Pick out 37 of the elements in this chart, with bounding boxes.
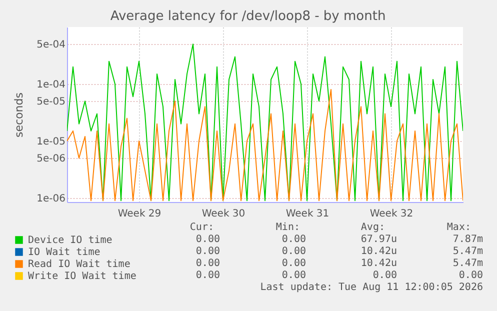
text: 7.87m (452, 234, 483, 245)
text: 5.47m (452, 258, 483, 269)
text: 10.42u (360, 258, 397, 269)
text: 0.00 (282, 246, 306, 257)
x-tick-label: Week 30 (202, 208, 246, 220)
text: Cur: (190, 222, 214, 233)
text: 0.00 (282, 258, 306, 269)
text: Avg: (360, 222, 385, 233)
y-tick-label: 5e-04 (36, 40, 66, 51)
y-tick-label: 5e-05 (36, 96, 66, 108)
text: 0.00 (196, 246, 220, 257)
text: 10.42u (360, 246, 397, 257)
text: Max: (446, 222, 471, 233)
legend-label: IO Wait time (28, 247, 100, 258)
x-tick-label: Week 31 (286, 208, 330, 220)
text: 5.47m (452, 246, 483, 257)
x-tick-label: Week 32 (370, 208, 414, 220)
legend-label: Device IO time (28, 235, 112, 246)
text: 0.00 (196, 234, 220, 245)
text: 0.00 (282, 270, 306, 281)
text: 0.00 (196, 270, 220, 281)
legend-label: Read IO Wait time (28, 259, 130, 270)
text: Min: (276, 222, 300, 233)
text: Last update: Tue Aug 11 12:00:05 2026 (260, 282, 483, 293)
text: 0.00 (458, 270, 483, 281)
legend-label: Write IO Wait time (28, 271, 136, 282)
text: 0.00 (196, 258, 220, 269)
y-tick-label: 1e-06 (36, 193, 66, 204)
y-tick-label: 1e-04 (36, 79, 66, 90)
chart-title: Average latency for /dev/loop8 - by month (110, 9, 386, 24)
y-axis-title: seconds (12, 92, 26, 138)
text: 0.00 (282, 234, 306, 245)
y-tick-label: 5e-06 (36, 154, 66, 165)
x-tick-label: Week 29 (118, 208, 162, 220)
text: 0.00 (372, 270, 397, 281)
y-tick-label: 1e-05 (36, 136, 66, 148)
text: 67.97u (360, 234, 397, 245)
